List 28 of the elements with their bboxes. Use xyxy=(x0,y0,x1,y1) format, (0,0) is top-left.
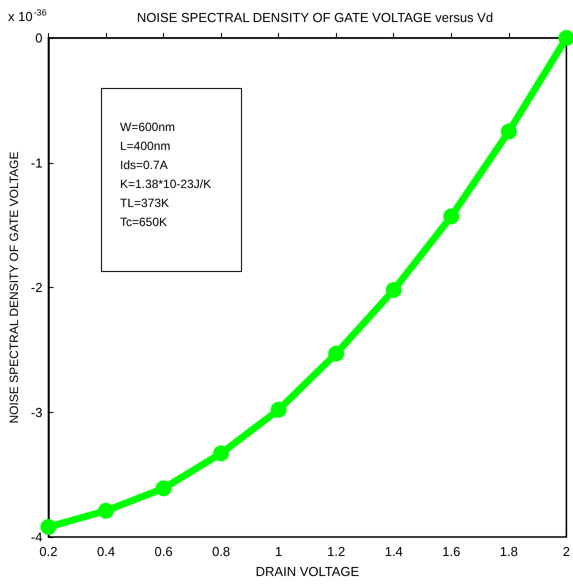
y-tick-label: -2 xyxy=(30,280,42,295)
note-frame: W=600nm L=400nm Ids=0.7A K=1.38*10-23J/K TL=373K Tc=650K xyxy=(101,88,242,272)
x-tick-label: 0.4 xyxy=(96,544,116,559)
chart-title: NOISE SPECTRAL DENSITY OF GATE VOLTAGE versus Vd xyxy=(136,10,494,25)
x-axis-title: DRAIN VOLTAGE xyxy=(256,564,360,579)
x-tick-label: 1.8 xyxy=(500,544,518,559)
x-tick-label: 0.2 xyxy=(39,544,58,559)
point xyxy=(386,282,402,298)
x-tick-label: 1.6 xyxy=(442,544,460,559)
point xyxy=(98,502,114,519)
y-tick-label: -3 xyxy=(30,404,42,420)
x-tick-label: 1.4 xyxy=(384,544,403,559)
point xyxy=(213,445,230,462)
point xyxy=(156,480,172,496)
point xyxy=(328,346,344,362)
point xyxy=(558,30,573,46)
x-tick-label: 0.6 xyxy=(154,544,173,559)
point xyxy=(270,402,287,418)
x-tick-label: 1.2 xyxy=(327,544,346,559)
y-tick-label: 0 xyxy=(35,30,42,46)
x-tick-label: 2 xyxy=(562,544,570,559)
x-tick-label: 1 xyxy=(275,544,282,559)
point xyxy=(500,124,517,140)
y-tick-label: -4 xyxy=(30,530,42,544)
y-tick-label: -1 xyxy=(30,155,42,170)
point xyxy=(443,208,460,224)
y-axis-title: NOISE SPECTRAL DENSITY OF GATE VOLTAGE xyxy=(7,151,21,424)
x-tick-label: 0.8 xyxy=(212,544,230,559)
